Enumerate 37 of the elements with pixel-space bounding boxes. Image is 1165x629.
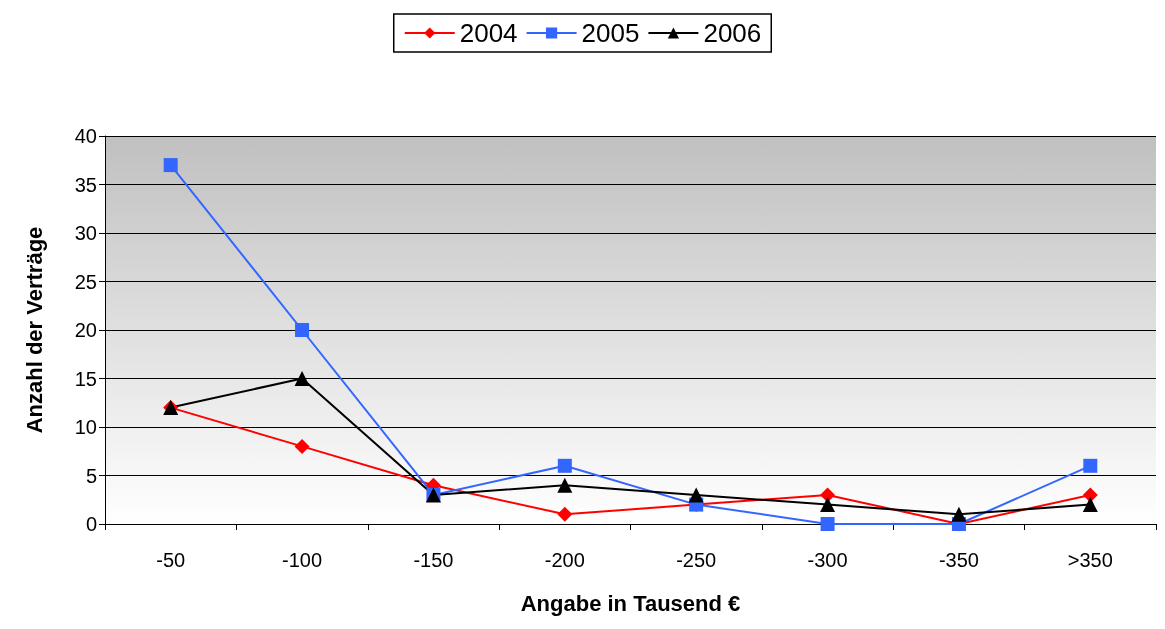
legend-label: 2005	[581, 18, 640, 48]
x-tick-label: >350	[1067, 549, 1113, 571]
x-tick-label: -250	[676, 549, 717, 571]
y-tick-label: 40	[74, 125, 97, 147]
y-tick-label: 10	[74, 416, 97, 438]
point	[820, 517, 835, 531]
y-tick-label: 30	[74, 222, 97, 244]
y-tick-label: 0	[85, 513, 97, 535]
point	[1082, 487, 1098, 503]
y-tick-label: 25	[74, 270, 97, 293]
x-tick-label: -300	[807, 549, 848, 571]
x-axis-title: Angabe in Tausend €	[520, 590, 741, 616]
point	[294, 438, 310, 454]
point	[820, 487, 836, 503]
x-tick-label: -200	[544, 549, 585, 571]
y-tick-label: 35	[74, 173, 97, 196]
point	[1083, 458, 1098, 473]
x-tick-label: -100	[282, 549, 323, 571]
y-tick-label: 15	[74, 367, 97, 390]
point	[1082, 497, 1098, 513]
point	[295, 323, 310, 337]
point	[557, 458, 572, 473]
x-tick-label: -350	[938, 549, 979, 571]
point	[294, 371, 310, 386]
y-axis-title: Anzahl der Verträge	[21, 226, 47, 434]
legend-label: 2006	[703, 18, 762, 48]
y-tick-label: 5	[85, 464, 97, 487]
legend-label: 2004	[459, 18, 518, 48]
point	[557, 506, 573, 522]
x-tick-label: -50	[156, 549, 186, 571]
point	[820, 497, 836, 513]
point	[557, 477, 573, 493]
point	[163, 158, 178, 173]
y-tick-label: 20	[74, 319, 97, 341]
x-tick-label: -150	[413, 549, 454, 571]
point	[951, 506, 967, 522]
point	[688, 487, 704, 503]
